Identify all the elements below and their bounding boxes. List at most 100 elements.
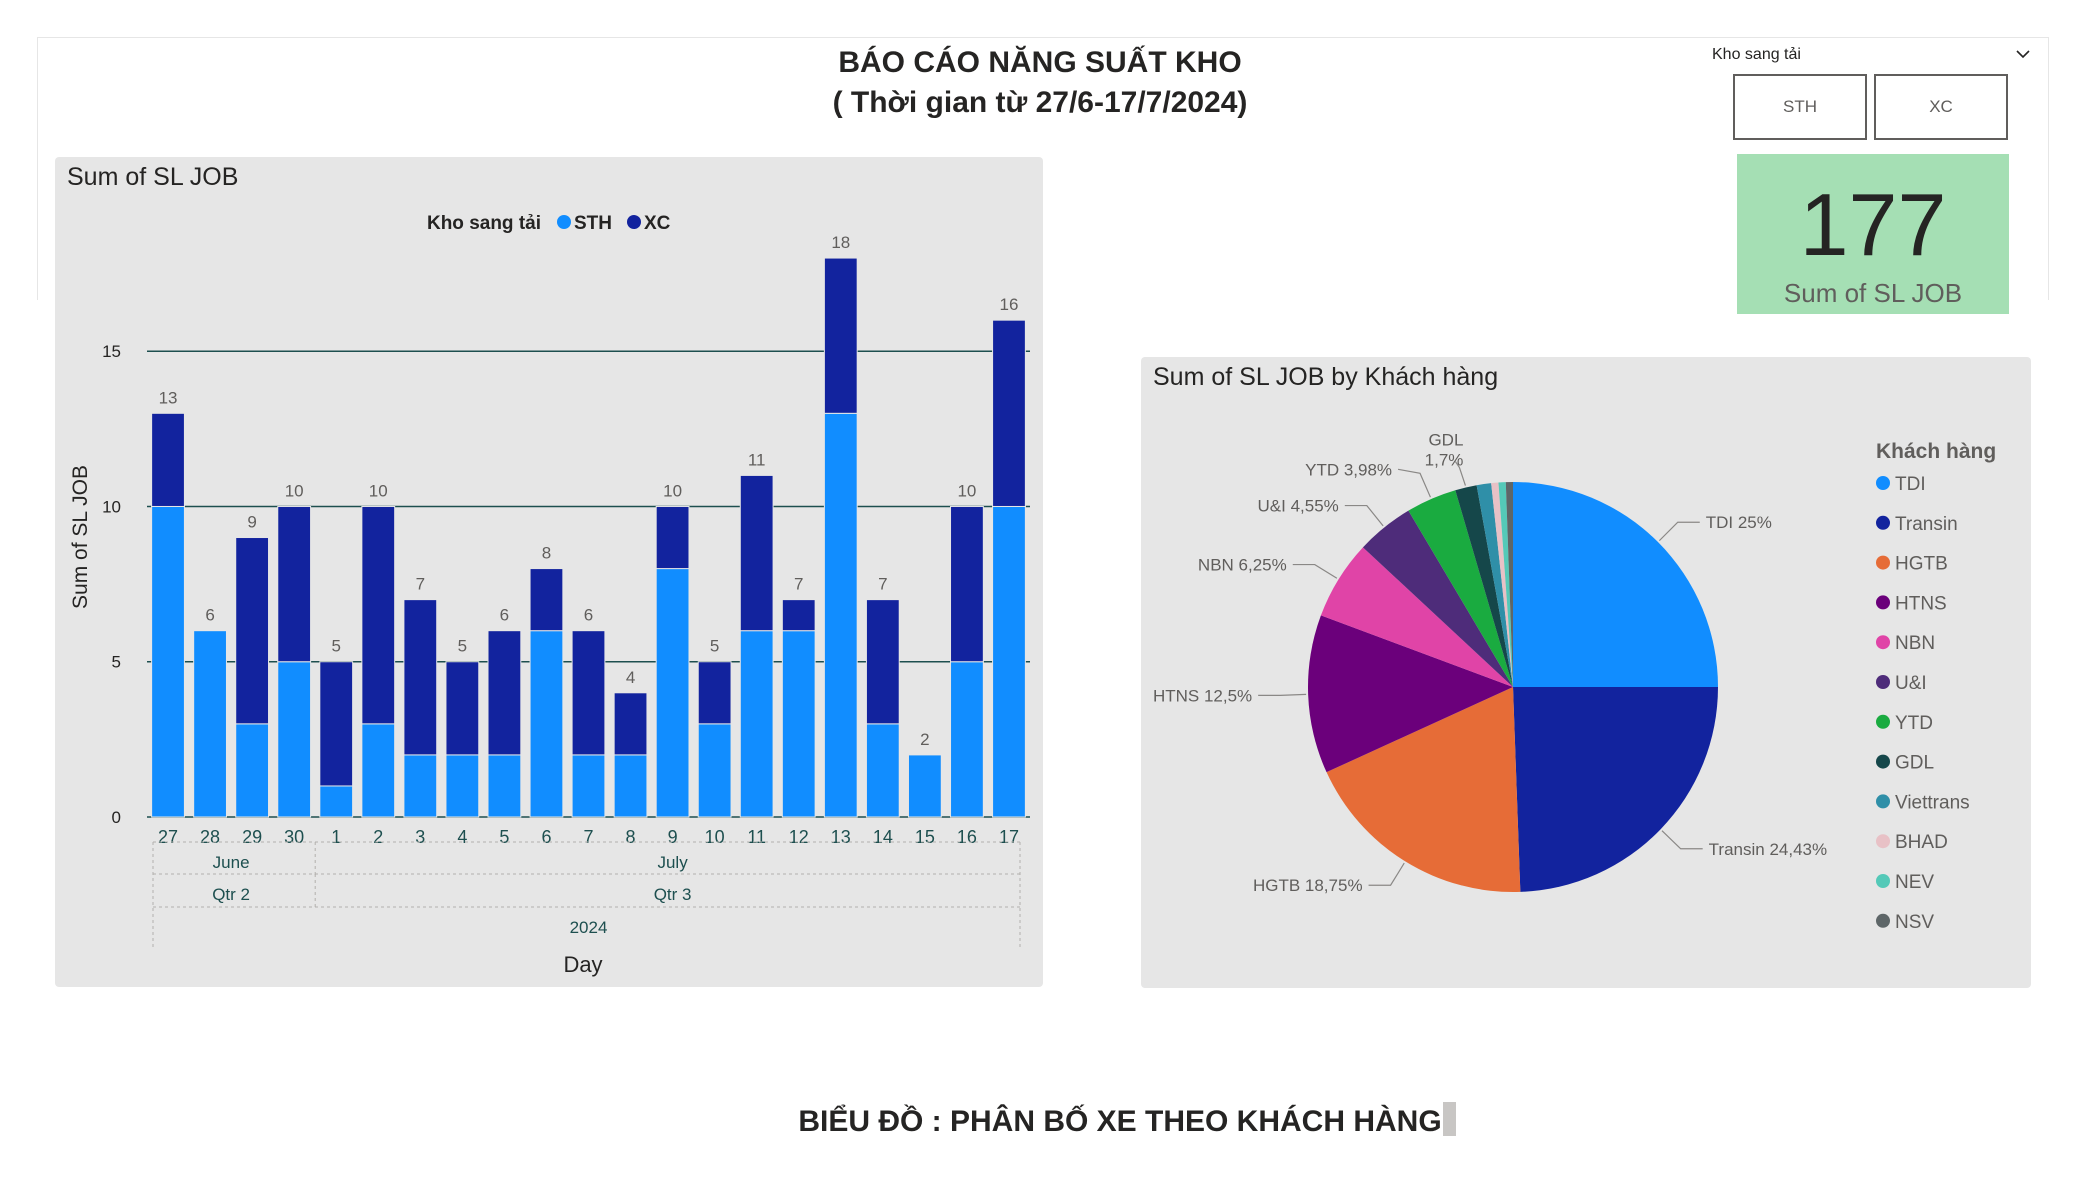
legend-marker-sth bbox=[557, 215, 571, 229]
x-tick-label: 4 bbox=[457, 827, 467, 847]
slicer-option-xc[interactable]: XC bbox=[1874, 74, 2008, 140]
bar-sth bbox=[361, 723, 396, 818]
legend-marker-ui bbox=[1876, 675, 1890, 689]
bar-xc bbox=[613, 692, 648, 756]
data-label: 10 bbox=[663, 481, 682, 500]
data-label: 7 bbox=[878, 575, 887, 594]
bar-xc bbox=[361, 505, 396, 725]
x-tick-label: 16 bbox=[957, 827, 977, 847]
legend-label-viettrans: Viettrans bbox=[1895, 792, 1970, 813]
report-canvas bbox=[37, 37, 2049, 300]
legend-label-ytd: YTD bbox=[1895, 713, 1933, 734]
pie-data-label: TDI 25% bbox=[1706, 513, 1772, 532]
pie-slice-ytd bbox=[1408, 490, 1513, 687]
x-tick-label: 8 bbox=[626, 827, 636, 847]
data-label: 5 bbox=[458, 637, 467, 656]
legend-label-bhad: BHAD bbox=[1895, 832, 1948, 853]
slicer-title: Kho sang tải bbox=[1712, 46, 1801, 63]
pie-data-label: 1,7% bbox=[1425, 451, 1464, 470]
bar-sth bbox=[739, 630, 774, 818]
legend-label-ui: U&I bbox=[1895, 673, 1927, 694]
x-tick-label: 7 bbox=[583, 827, 593, 847]
pie-data-label: HGTB 18,75% bbox=[1253, 876, 1363, 895]
bar-xc bbox=[992, 319, 1026, 507]
data-label: 8 bbox=[542, 544, 551, 563]
pie-slice-bhad bbox=[1491, 482, 1513, 687]
bar-xc bbox=[403, 599, 438, 756]
bar-sth bbox=[992, 505, 1026, 818]
leader-line bbox=[1454, 461, 1467, 486]
slicer-option-sth[interactable]: STH bbox=[1733, 74, 1867, 140]
x-tick-label: 10 bbox=[705, 827, 725, 847]
data-label: 11 bbox=[748, 450, 766, 469]
leader-line bbox=[1661, 830, 1703, 850]
bar-xc bbox=[529, 568, 564, 632]
legend-label-nev: NEV bbox=[1895, 872, 1934, 893]
pie-slice-nbn bbox=[1320, 547, 1513, 687]
month-label: June bbox=[213, 853, 250, 872]
pie-slice-transin bbox=[1513, 687, 1718, 892]
legend-label-gdl: GDL bbox=[1895, 753, 1934, 774]
data-label: 5 bbox=[710, 637, 719, 656]
bar-sth bbox=[865, 723, 900, 818]
bar-sth bbox=[907, 754, 942, 818]
pie-data-label: Transin 24,43% bbox=[1709, 840, 1827, 859]
chevron-down-icon[interactable] bbox=[2013, 44, 2033, 64]
legend-label-transin: Transin bbox=[1895, 514, 1958, 535]
legend-marker-viettrans bbox=[1876, 794, 1890, 809]
leader-line bbox=[1292, 563, 1338, 579]
pie-data-label: U&I 4,55% bbox=[1258, 497, 1339, 516]
bar-xc bbox=[655, 505, 690, 570]
legend-label-sth: STH bbox=[574, 213, 612, 234]
report-subtitle: ( Thời gian từ 27/6-17/7/2024) bbox=[832, 86, 1248, 119]
kpi-value: 177 bbox=[1799, 175, 1947, 274]
bar-xc bbox=[277, 505, 312, 663]
quarter-label: Qtr 2 bbox=[212, 885, 250, 904]
bar-xc bbox=[781, 599, 816, 632]
data-label: 4 bbox=[626, 668, 635, 687]
legend-marker-nev bbox=[1876, 874, 1890, 888]
data-label: 13 bbox=[159, 388, 178, 407]
data-label: 10 bbox=[957, 481, 976, 500]
bar-xc bbox=[823, 257, 858, 414]
bar-xc bbox=[235, 537, 270, 725]
bar-xc bbox=[319, 661, 354, 787]
x-tick-label: 11 bbox=[747, 827, 766, 847]
x-tick-label: 15 bbox=[915, 827, 935, 847]
bar-sth bbox=[781, 630, 816, 818]
pie-data-label: NBN 6,25% bbox=[1198, 556, 1287, 575]
legend-marker-gdl bbox=[1876, 754, 1890, 769]
x-tick-label: 30 bbox=[284, 827, 304, 847]
leader-line bbox=[1258, 693, 1307, 696]
pie-legend-title: Khách hàng bbox=[1876, 440, 1996, 463]
bar-sth bbox=[950, 661, 984, 818]
leader-line bbox=[1368, 862, 1405, 886]
x-tick-label: 6 bbox=[541, 827, 551, 847]
bar-xc bbox=[950, 505, 984, 663]
bar-sth bbox=[193, 630, 227, 818]
data-label: 7 bbox=[416, 575, 425, 594]
data-label: 2 bbox=[920, 730, 929, 749]
legend-marker-htns bbox=[1876, 595, 1890, 610]
pie-chart: TDI 25% Transin 24,43% HGTB 18,75% HTNS 12,… bbox=[1153, 431, 1996, 933]
x-tick-label: 14 bbox=[873, 827, 893, 847]
pie-slice-nev bbox=[1498, 482, 1513, 687]
y-tick-label: 5 bbox=[112, 653, 121, 672]
data-label: 16 bbox=[1000, 295, 1019, 314]
legend-marker-nsv bbox=[1876, 913, 1890, 928]
bar-xc bbox=[445, 661, 480, 756]
bar-sth bbox=[571, 754, 606, 818]
bar-sth bbox=[319, 785, 354, 818]
data-label: 7 bbox=[794, 575, 803, 594]
x-tick-label: 13 bbox=[831, 827, 851, 847]
pie-slice-tdi bbox=[1513, 482, 1718, 687]
bar-sth bbox=[613, 754, 648, 818]
pie-slice-viettrans bbox=[1476, 483, 1513, 687]
x-tick-label: 27 bbox=[158, 827, 178, 847]
x-tick-label: 5 bbox=[499, 827, 509, 847]
x-tick-label: 12 bbox=[789, 827, 809, 847]
pie-slice-gdl bbox=[1455, 485, 1513, 687]
legend-marker-tdi bbox=[1876, 476, 1890, 490]
pie-slice-ui bbox=[1362, 510, 1513, 687]
